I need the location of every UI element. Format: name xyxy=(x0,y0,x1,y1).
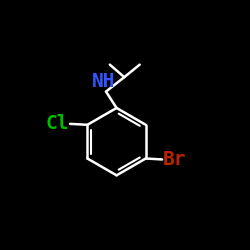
Text: Cl: Cl xyxy=(46,114,69,133)
Text: NH: NH xyxy=(92,72,116,91)
Text: Br: Br xyxy=(163,150,186,169)
